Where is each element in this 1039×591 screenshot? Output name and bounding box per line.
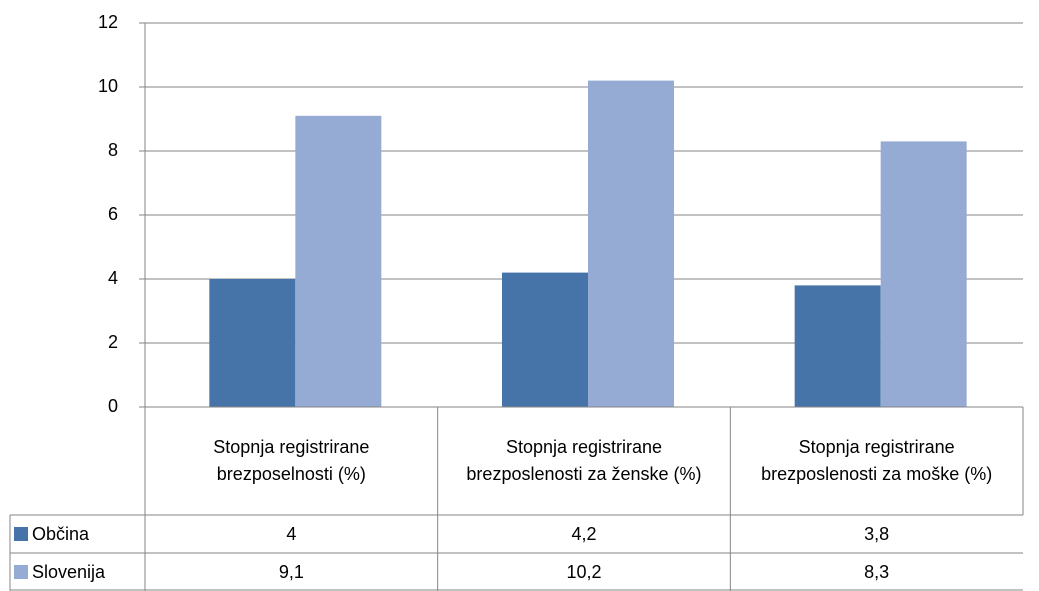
y-tick-label: 10	[98, 76, 118, 96]
bar	[209, 279, 296, 407]
table-value: 3,8	[864, 523, 890, 544]
y-tick-label: 0	[108, 396, 118, 416]
y-tick-label: 2	[108, 332, 118, 352]
legend-key	[14, 527, 28, 541]
y-tick-label: 12	[98, 12, 118, 32]
table-value: 8,3	[864, 561, 890, 582]
table-value: 4,2	[571, 523, 597, 544]
bar	[794, 285, 881, 407]
table-value: 4	[286, 523, 297, 544]
legend-item: Slovenija	[10, 553, 145, 591]
y-tick-label: 4	[108, 268, 118, 288]
legend-key	[14, 565, 28, 579]
category-label: Stopnja registrirane brezposelnosti (%)	[213, 437, 370, 484]
y-tick-label: 8	[108, 140, 118, 160]
bar	[295, 115, 382, 408]
legend-label: Slovenija	[32, 561, 106, 582]
table-value: 9,1	[278, 561, 304, 582]
legend-item: Občina	[10, 515, 145, 553]
bar	[588, 80, 674, 407]
category-label: Stopnja registrirane brezposlenosti za m…	[761, 437, 993, 484]
category-label: Stopnja registrirane brezposlenosti za ž…	[466, 437, 702, 484]
bar	[502, 272, 588, 407]
legend-label: Občina	[32, 523, 90, 544]
table-value: 10,2	[566, 561, 602, 582]
bar	[880, 141, 967, 407]
y-tick-label: 6	[108, 204, 118, 224]
